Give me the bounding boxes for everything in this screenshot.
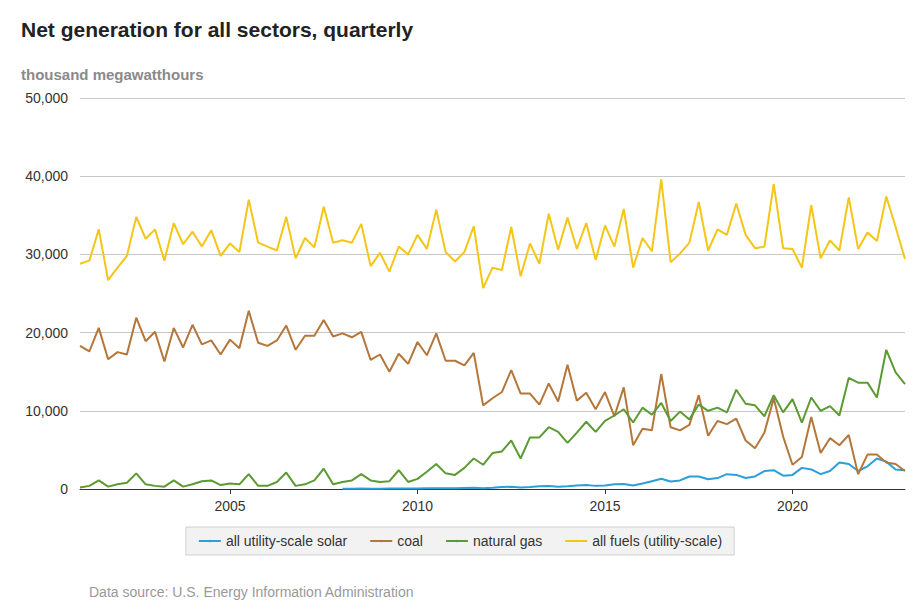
- svg-text:2005: 2005: [214, 498, 245, 514]
- svg-text:40,000: 40,000: [25, 168, 68, 184]
- svg-text:all fuels (utility-scale): all fuels (utility-scale): [592, 533, 722, 549]
- svg-text:all utility-scale solar: all utility-scale solar: [226, 533, 348, 549]
- svg-text:Net generation for all sectors: Net generation for all sectors, quarterl…: [21, 18, 413, 41]
- svg-text:Data source: U.S. Energy Infor: Data source: U.S. Energy Information Adm…: [89, 584, 413, 600]
- svg-text:2020: 2020: [777, 498, 808, 514]
- svg-text:natural gas: natural gas: [473, 533, 542, 549]
- svg-text:50,000: 50,000: [25, 90, 68, 106]
- svg-text:10,000: 10,000: [25, 403, 68, 419]
- svg-text:2010: 2010: [402, 498, 433, 514]
- svg-text:thousand megawatthours: thousand megawatthours: [21, 66, 204, 83]
- svg-text:2015: 2015: [589, 498, 620, 514]
- svg-text:30,000: 30,000: [25, 246, 68, 262]
- svg-text:20,000: 20,000: [25, 325, 68, 341]
- svg-text:coal: coal: [397, 533, 423, 549]
- svg-text:0: 0: [60, 481, 68, 497]
